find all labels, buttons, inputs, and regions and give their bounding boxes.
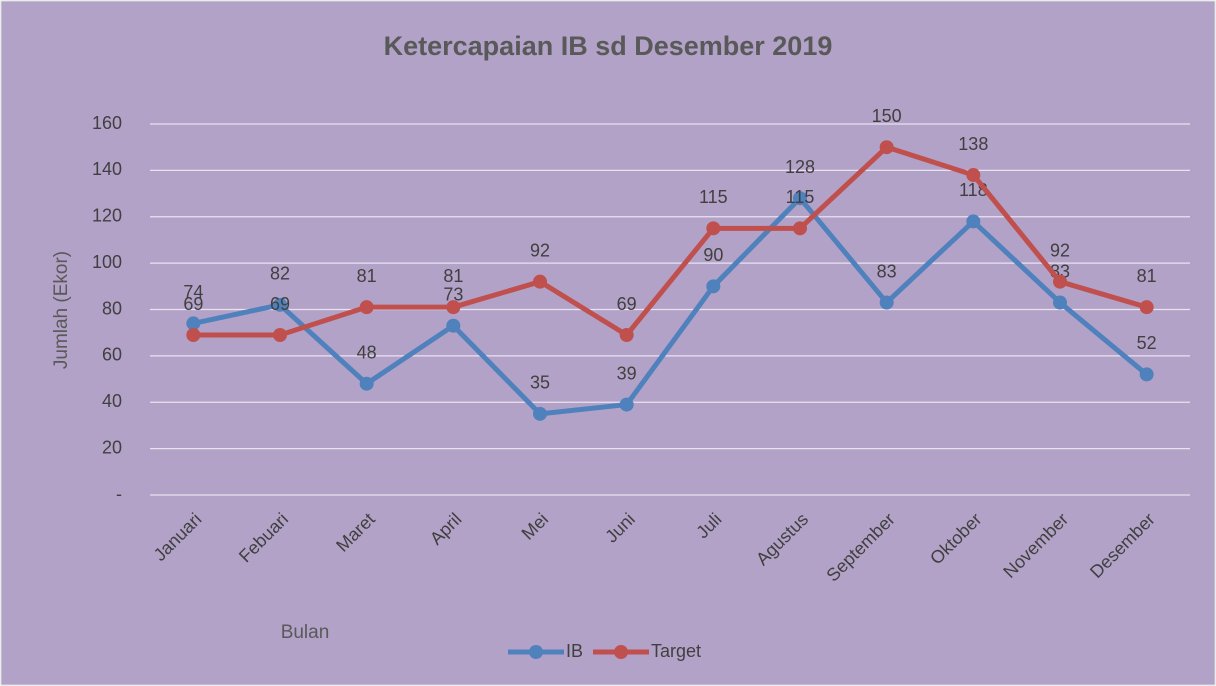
y-tick-label: 100 bbox=[92, 252, 122, 272]
series-line bbox=[193, 144, 1148, 338]
data-point bbox=[359, 376, 374, 391]
data-label: 69 bbox=[270, 294, 290, 314]
data-point bbox=[273, 328, 287, 343]
data-label: 83 bbox=[877, 261, 897, 281]
y-tick-label: 20 bbox=[102, 437, 122, 457]
y-tick-label: 160 bbox=[92, 113, 122, 133]
data-point bbox=[966, 168, 981, 183]
data-point bbox=[966, 214, 981, 229]
data-point bbox=[879, 140, 894, 155]
data-point bbox=[793, 191, 807, 206]
data-point bbox=[533, 406, 547, 421]
data-label: 128 bbox=[785, 157, 815, 177]
y-tick-label: - bbox=[116, 484, 122, 504]
data-label: 74 bbox=[183, 282, 203, 302]
legend-marker bbox=[614, 645, 629, 659]
data-point bbox=[186, 328, 201, 343]
data-label: 48 bbox=[357, 342, 377, 362]
data-label: 81 bbox=[1137, 266, 1157, 286]
data-label: 35 bbox=[530, 373, 550, 393]
data-point bbox=[186, 316, 201, 331]
data-label: 69 bbox=[617, 294, 637, 314]
data-label: 82 bbox=[270, 264, 290, 284]
data-point bbox=[1139, 300, 1154, 315]
data-point bbox=[359, 300, 374, 315]
x-axis-title: Bulan bbox=[281, 622, 330, 643]
data-label: 69 bbox=[183, 294, 203, 314]
legend-marker bbox=[529, 645, 543, 659]
data-point bbox=[273, 297, 287, 312]
series-line bbox=[192, 195, 1149, 417]
data-label: 115 bbox=[786, 187, 815, 207]
y-tick-label: 60 bbox=[102, 345, 122, 365]
data-point bbox=[1053, 295, 1067, 310]
data-point bbox=[446, 318, 461, 333]
y-tick-label: 120 bbox=[92, 206, 122, 226]
data-point bbox=[1053, 274, 1067, 289]
data-point bbox=[446, 300, 461, 315]
data-label: 81 bbox=[443, 266, 463, 286]
legend-label: Target bbox=[651, 641, 701, 661]
data-label: 73 bbox=[443, 284, 463, 304]
data-label: 115 bbox=[699, 187, 728, 207]
data-point bbox=[706, 279, 721, 294]
legend-label: IB bbox=[566, 641, 583, 661]
y-tick-label: 80 bbox=[102, 298, 122, 318]
data-label: 39 bbox=[617, 363, 637, 383]
data-label: 138 bbox=[958, 134, 988, 154]
data-point bbox=[619, 328, 634, 343]
chart-title: Ketercapaian IB sd Desember 2019 bbox=[384, 31, 833, 61]
y-tick-label: 140 bbox=[92, 159, 122, 179]
data-point bbox=[793, 221, 807, 236]
data-label: 52 bbox=[1137, 333, 1157, 353]
data-label: 92 bbox=[530, 240, 550, 260]
data-point bbox=[706, 221, 721, 236]
data-point bbox=[619, 397, 634, 412]
data-point bbox=[879, 295, 894, 310]
data-label: 150 bbox=[872, 106, 902, 126]
y-axis-title: Jumlah (Ekor) bbox=[51, 251, 72, 369]
data-point bbox=[1139, 367, 1154, 382]
data-label: 90 bbox=[703, 245, 723, 265]
y-tick-label: 40 bbox=[102, 391, 122, 411]
data-point bbox=[533, 274, 547, 289]
data-label: 81 bbox=[357, 266, 377, 286]
data-label: 92 bbox=[1050, 240, 1070, 260]
